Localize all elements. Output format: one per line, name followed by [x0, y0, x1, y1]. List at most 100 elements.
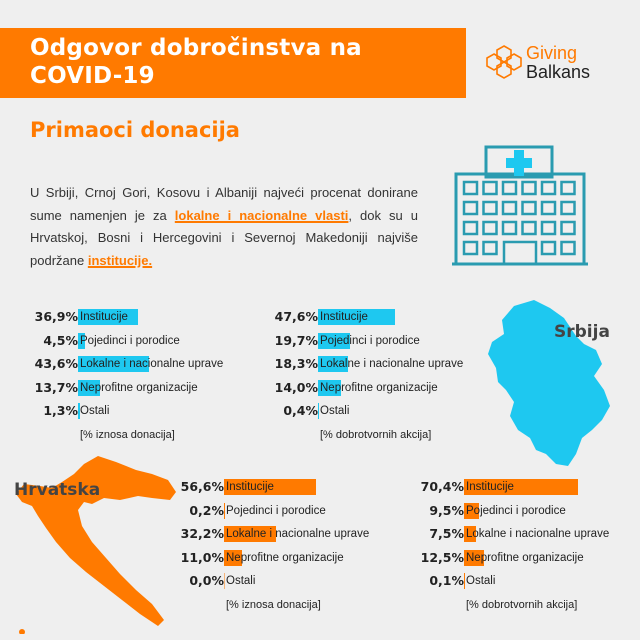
bar-row: 18,3% Lokalne i nacionalne uprave: [240, 356, 480, 373]
bar: [78, 379, 101, 396]
category-label: Institucije: [320, 311, 368, 323]
title-line-1: Odgovor dobročinstva na: [30, 35, 362, 61]
bar-row: 9,5% Pojedinci i porodice: [386, 502, 626, 519]
bar: [318, 403, 319, 420]
bar: [224, 502, 225, 519]
bar: [224, 526, 277, 543]
window-icon: [560, 180, 576, 196]
category-label: Pojedinci i porodice: [226, 504, 326, 517]
window-icon: [482, 180, 498, 196]
hospital-icon: [452, 145, 588, 266]
window-icon: [482, 200, 498, 216]
category-label: Ostali: [466, 575, 496, 588]
value-label: 9,5%: [429, 502, 464, 518]
intro-highlight-1: lokalne i nacionalne vlasti: [174, 207, 349, 223]
bar: [224, 479, 316, 495]
bar-row: 36,9% Institucije: [0, 309, 240, 325]
value-label: 36,9%: [34, 309, 78, 324]
bar-row: 4,5% Pojedinci i porodice: [0, 332, 240, 349]
title-banner: [0, 28, 466, 98]
value-label: 0,0%: [189, 573, 224, 589]
window-icon: [540, 220, 557, 236]
bar-row: 0,1% Ostali: [386, 573, 626, 590]
window-icon: [501, 200, 518, 216]
chart-note: [% iznosa donacija]: [80, 429, 175, 441]
bar-row: 1,3% Ostali: [0, 403, 240, 420]
bar-row: 0,0% Ostali: [146, 573, 386, 590]
croatia-label: Hrvatska: [14, 480, 101, 500]
window-icon: [540, 180, 557, 196]
bar: [464, 526, 477, 543]
window-icon: [501, 220, 518, 236]
bar: [464, 479, 579, 495]
value-label: 0,1%: [429, 573, 464, 589]
bar: [318, 379, 341, 396]
bar: [78, 403, 81, 420]
door-icon: [502, 240, 538, 266]
bar: [464, 549, 485, 566]
category-label: Ostali: [80, 405, 110, 418]
value-label: 56,6%: [180, 479, 224, 494]
value-label: 70,4%: [420, 479, 464, 494]
window-icon: [540, 200, 557, 216]
window-icon: [462, 200, 479, 216]
bar-row: 14,0% Neprofitne organizacije: [240, 379, 480, 396]
chart-note: [% dobrotvornih akcija]: [320, 429, 432, 441]
title-line-2: COVID-19: [30, 63, 155, 89]
value-label: 13,7%: [34, 379, 78, 395]
category-label: Institucije: [226, 481, 274, 493]
value-label: 0,4%: [283, 403, 318, 419]
value-label: 1,3%: [43, 403, 78, 419]
bar-row: 32,2% Lokalne i nacionalne uprave: [146, 526, 386, 543]
category-label: Pojedinci i porodice: [466, 504, 566, 517]
chart-note: [% dobrotvornih akcija]: [466, 599, 578, 611]
window-icon: [560, 220, 576, 236]
value-label: 14,0%: [274, 379, 318, 395]
window-icon: [462, 220, 479, 236]
logo-text-balkans: Balkans: [526, 62, 591, 82]
window-icon: [482, 240, 498, 256]
category-label: Neprofitne organizacije: [80, 381, 198, 394]
value-label: 11,0%: [180, 549, 224, 565]
bar-row: 47,6% Institucije: [240, 309, 480, 325]
category-label: Neprofitne organizacije: [226, 551, 344, 564]
bar: [78, 332, 86, 349]
bar: [224, 573, 225, 590]
window-icon: [560, 240, 576, 256]
serbia-map: [488, 300, 610, 466]
category-label: Neprofitne organizacije: [320, 381, 438, 394]
croatia-map: [16, 456, 176, 634]
category-label: Pojedinci i porodice: [80, 334, 180, 347]
hexagon-flower-logo-icon: [486, 45, 522, 79]
category-label: Lokalne i nacionalne uprave: [466, 528, 610, 541]
bar: [224, 549, 242, 566]
bar-row: 19,7% Pojedinci i porodice: [240, 332, 480, 349]
category-label: Institucije: [466, 481, 514, 493]
intro-text-1: U Srbiji, Crnoj Gori, Kosovu i Albaniji …: [30, 185, 418, 223]
bar: [464, 573, 465, 590]
page-title: Odgovor dobročinstva na COVID-19: [30, 34, 450, 90]
bar-row: 0,2% Pojedinci i porodice: [146, 502, 386, 519]
window-icon: [540, 240, 557, 256]
value-label: 18,3%: [274, 356, 318, 372]
value-label: 43,6%: [34, 356, 78, 372]
value-label: 4,5%: [43, 332, 78, 348]
bar-row: 7,5% Lokalne i nacionalne uprave: [386, 526, 626, 543]
bar-row: 13,7% Neprofitne organizacije: [0, 379, 240, 396]
giving-balkans-logo: Giving Balkans: [484, 42, 614, 86]
serbia-label: Srbija: [554, 322, 610, 342]
bar: [78, 309, 138, 325]
bar-row: 56,6% Institucije: [146, 479, 386, 495]
intro-paragraph: U Srbiji, Crnoj Gori, Kosovu i Albaniji …: [30, 182, 418, 272]
bar: [78, 356, 149, 373]
window-icon: [462, 240, 479, 256]
window-icon: [521, 200, 537, 216]
bar-row: 70,4% Institucije: [386, 479, 626, 495]
value-label: 0,2%: [189, 502, 224, 518]
value-label: 32,2%: [180, 526, 224, 542]
bar-row: 11,0% Neprofitne organizacije: [146, 549, 386, 566]
window-icon: [521, 220, 537, 236]
category-label: Ostali: [320, 405, 350, 418]
bar-row: 0,4% Ostali: [240, 403, 480, 420]
category-label: Ostali: [226, 575, 256, 588]
